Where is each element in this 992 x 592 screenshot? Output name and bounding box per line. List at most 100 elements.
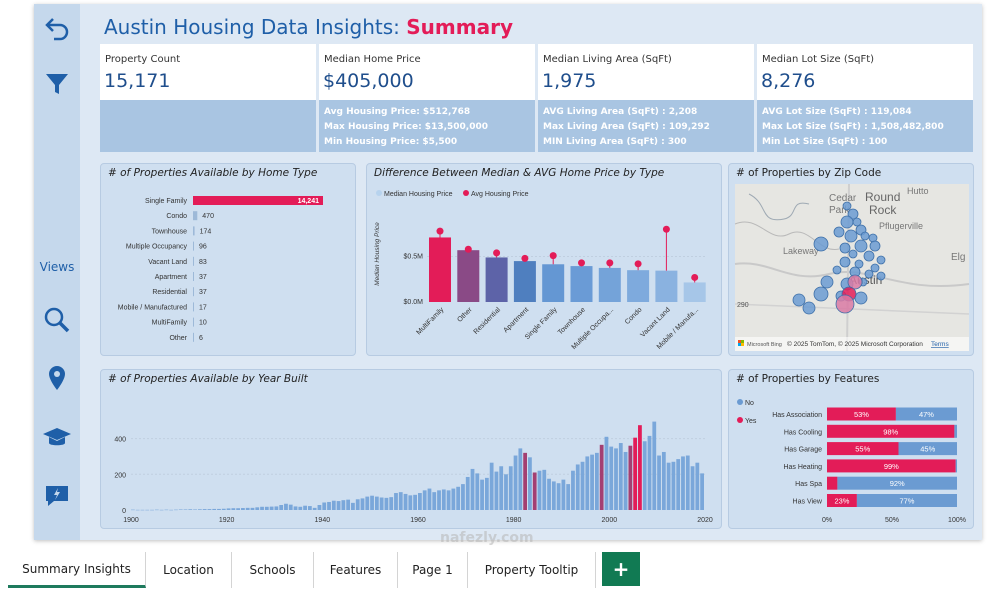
filter-icon[interactable]	[39, 66, 75, 102]
year-bar	[408, 495, 413, 510]
median-bar	[627, 270, 650, 302]
zip-bubble	[870, 263, 880, 273]
year-bar	[594, 452, 599, 510]
kpi-detail-row: MIN Living Area (SqFt) : 300	[543, 137, 687, 147]
median-bar	[570, 266, 593, 302]
yes-label: 98%	[883, 427, 898, 436]
year-bar	[456, 486, 461, 510]
y-tick-label: $0.5M	[404, 254, 424, 261]
zip-bubble	[792, 293, 806, 307]
data-label: 10	[199, 320, 207, 327]
yes-bar	[827, 476, 838, 490]
year-bar	[590, 454, 594, 510]
year-bar	[652, 421, 657, 510]
kpi-detail-row: Min Housing Price: $5,500	[324, 137, 458, 147]
year-bar	[226, 508, 231, 510]
zip-bubble	[813, 286, 829, 302]
zip-bubble	[852, 217, 862, 227]
year-bar	[480, 479, 484, 510]
x-tick-label: 1900	[123, 517, 139, 524]
feedback-icon[interactable]	[39, 478, 75, 514]
year-bar	[571, 470, 575, 510]
avg-dot	[436, 227, 444, 235]
year-bar	[154, 509, 159, 511]
tab-features[interactable]: Features	[314, 552, 398, 588]
map-terms-link[interactable]: Terms	[931, 341, 949, 348]
kpi-detail-row: Max Living Area (SqFt) : 109,292	[543, 122, 710, 132]
add-page-button[interactable]: +	[602, 552, 640, 586]
median-bar	[457, 250, 480, 302]
year-bar	[221, 508, 226, 510]
map-attribution: © 2025 TomTom, © 2025 Microsoft Corporat…	[787, 340, 923, 348]
median-bar	[683, 282, 706, 302]
page-tabs: Summary Insights Location Schools Featur…	[0, 552, 992, 592]
data-label: 37	[199, 274, 207, 281]
category-label: Residential	[473, 306, 503, 336]
median-bar	[655, 270, 678, 302]
tab-property-tooltip[interactable]: Property Tooltip	[468, 552, 596, 588]
year-bar	[647, 435, 652, 510]
tab-schools[interactable]: Schools	[232, 552, 314, 588]
x-tick-label: 2000	[602, 517, 618, 524]
zip-bubble	[863, 250, 875, 262]
graduation-cap-icon[interactable]	[39, 420, 75, 456]
zip-map[interactable]: Cedar Park Round Rock Hutto Pflugerville…	[729, 164, 975, 357]
year-bar	[528, 457, 532, 510]
y-tick-label: 200	[114, 472, 126, 479]
year-bar	[451, 488, 456, 510]
panel-title: Difference Between Median & AVG Home Pri…	[374, 167, 665, 179]
tab-location[interactable]: Location	[146, 552, 232, 588]
kpi-property-count: Property Count 15,171	[100, 44, 316, 100]
year-bar	[532, 472, 537, 510]
year-bar	[164, 509, 169, 511]
kpi-detail-row: AVG Living Area (SqFt) : 2,208	[543, 107, 698, 117]
search-icon[interactable]	[39, 302, 75, 338]
year-bar	[260, 506, 264, 510]
year-bar	[394, 493, 398, 510]
legend-marker-avg	[463, 190, 469, 196]
zip-bubble	[854, 239, 868, 253]
kpi-label: Median Lot Size (SqFt)	[762, 54, 875, 65]
year-bar	[274, 506, 279, 510]
year-bar	[523, 452, 528, 510]
year-bar	[561, 479, 566, 510]
x-tick-label: 1960	[410, 517, 426, 524]
legend-label: No	[745, 400, 754, 407]
kpi-label: Median Living Area (SqFt)	[543, 54, 672, 65]
legend-marker-yes	[737, 417, 743, 423]
x-tick-label: 2020	[697, 517, 713, 524]
avg-dot	[606, 259, 614, 267]
features-chart: No Yes Has Association 53% 47% Has Cooling 98%…	[737, 399, 966, 524]
year-bar	[609, 446, 614, 510]
yes-bar	[827, 407, 896, 421]
category-label: Multiple Occupancy	[126, 244, 188, 251]
yes-bar	[827, 442, 899, 456]
year-bar	[331, 500, 336, 510]
year-bar	[413, 494, 417, 510]
zip-bubble	[842, 201, 852, 211]
zip-bubble	[869, 240, 881, 252]
y-tick-label: 400	[114, 437, 126, 444]
avg-dot	[578, 259, 585, 267]
zip-bubble	[820, 275, 834, 289]
year-bar	[159, 509, 164, 511]
back-arrow-icon[interactable]	[39, 10, 75, 46]
panel-features: # of Properties by Features No Yes Has Ass…	[728, 369, 974, 529]
no-label: 45%	[920, 445, 935, 454]
tab-page-1[interactable]: Page 1	[398, 552, 468, 588]
year-bar	[499, 466, 504, 510]
year-bar	[638, 425, 642, 510]
map-label-lakeway: Lakeway	[783, 246, 819, 256]
category-label: Has Garage	[784, 447, 822, 454]
x-tick-label: 1920	[219, 517, 235, 524]
data-label: 17	[199, 304, 207, 311]
zip-bubble	[876, 255, 886, 265]
zip-bubble	[835, 294, 855, 314]
no-bar	[895, 407, 957, 421]
tab-summary-insights[interactable]: Summary Insights	[8, 552, 146, 588]
category-label: MultiFamily	[152, 320, 188, 327]
no-bar	[955, 459, 957, 473]
location-pin-icon[interactable]	[39, 360, 75, 396]
kpi-detail-row: Min Lot Size (SqFt) : 100	[762, 137, 888, 147]
avg-dot	[691, 273, 699, 281]
